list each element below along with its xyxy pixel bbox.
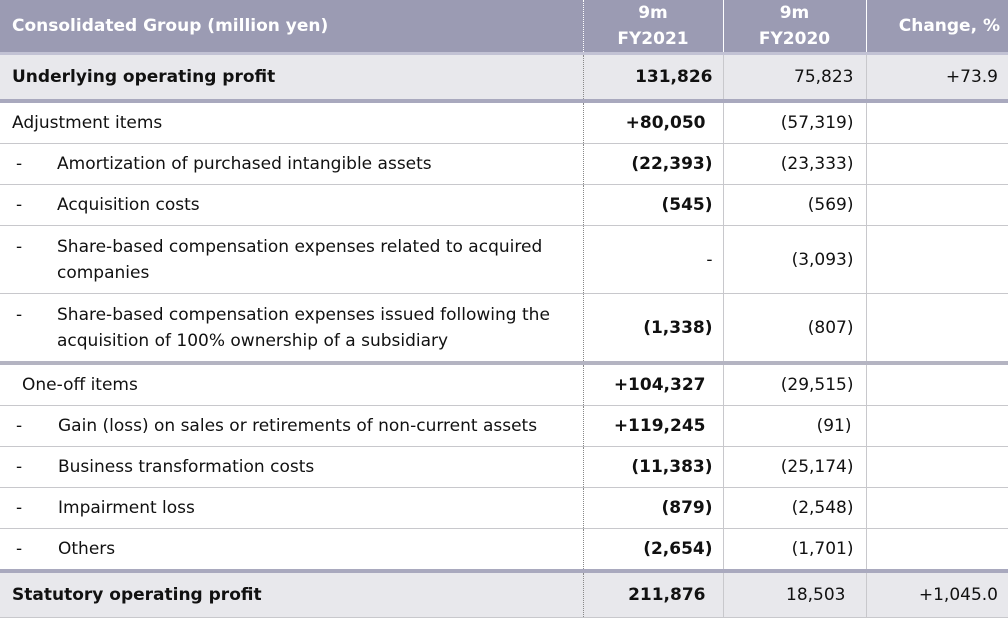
bullet-dash: - [16,154,23,174]
header-fy2021-year: FY2021 [617,29,689,49]
item-label: Impairment loss [58,498,195,518]
underlying-fy2021: 131,826 [583,53,724,103]
adjustment-fy2021: +80,050 [583,101,724,144]
table-row: - Amortization of purchased intangible as… [0,143,1008,185]
table-row: - Acquisition costs (545) (569) [0,184,1008,226]
oneoff-fy2020: (29,515) [723,361,867,406]
adjustment-change [866,101,1008,144]
item-fy2020: (25,174) [723,446,867,488]
adjustment-fy2020: (57,319) [723,101,867,144]
item-fy2020: (2,548) [723,487,867,529]
oneoff-label: One-off items [0,361,584,406]
statutory-fy2020: 18,503 [723,569,867,618]
header-group-label: Consolidated Group (million yen) [0,0,584,54]
table-header-row: Consolidated Group (million yen) 9m FY202… [0,0,1008,54]
table-row: - Impairment loss (879) (2,548) [0,487,1008,529]
underlying-fy2020: 75,823 [723,53,867,103]
table-row: - Share-based compensation expenses issue… [0,293,1008,364]
bullet-dash: - [16,304,23,325]
adjustment-row: Adjustment items +80,050 (57,319) [0,101,1008,144]
item-fy2020: (3,093) [723,225,867,294]
statutory-change: +1,045.0 [866,569,1008,618]
header-fy2020-year: FY2020 [758,29,831,49]
bullet-dash: - [16,539,23,559]
bullet-dash: - [16,236,23,257]
item-fy2021: - [583,225,724,294]
header-fy2020: 9m FY2020 [723,0,867,54]
underlying-change: +73.9 [866,53,1008,103]
item-fy2021: (879) [583,487,724,529]
bullet-dash: - [16,416,23,436]
item-label: Acquisition costs [57,195,200,215]
item-fy2021: (1,338) [583,293,724,364]
item-label: Amortization of purchased intangible ass… [57,154,432,174]
table-row: - Business transformation costs (11,383) … [0,446,1008,488]
item-fy2020: (807) [723,293,867,364]
oneoff-change [866,361,1008,406]
statutory-label: Statutory operating profit [0,569,584,618]
item-fy2021: (2,654) [583,528,724,572]
header-fy2021-period: 9m [638,3,668,23]
item-label: Share-based compensation expenses relate… [57,236,543,283]
header-fy2020-period: 9m [779,3,810,23]
item-fy2021: (545) [583,184,724,226]
item-label: Share-based compensation expenses issued… [57,304,550,351]
item-fy2020: (23,333) [723,143,867,185]
item-fy2020: (91) [723,405,867,447]
item-label: Others [58,539,116,559]
bullet-dash: - [16,498,23,518]
oneoff-row: One-off items +104,327 (29,515) [0,361,1008,406]
item-fy2020: (1,701) [723,528,867,572]
table-row: - Gain (loss) on sales or retirements of … [0,405,1008,447]
adjustment-label: Adjustment items [0,101,584,144]
item-fy2021: (11,383) [583,446,724,488]
item-label: Gain (loss) on sales or retirements of n… [58,416,538,436]
bullet-dash: - [16,457,23,477]
underlying-row: Underlying operating profit 131,826 75,8… [0,53,1008,103]
item-label: Business transformation costs [58,457,315,477]
header-fy2021: 9m FY2021 [583,0,724,54]
bullet-dash: - [16,195,23,215]
underlying-label: Underlying operating profit [0,53,584,103]
table-row: - Others (2,654) (1,701) [0,528,1008,572]
item-fy2021: +119,245 [583,405,724,447]
oneoff-fy2021: +104,327 [583,361,724,406]
table-row: - Share-based compensation expenses relat… [0,225,1008,294]
item-fy2020: (569) [723,184,867,226]
header-change: Change, % [866,0,1008,54]
item-fy2021: (22,393) [583,143,724,185]
